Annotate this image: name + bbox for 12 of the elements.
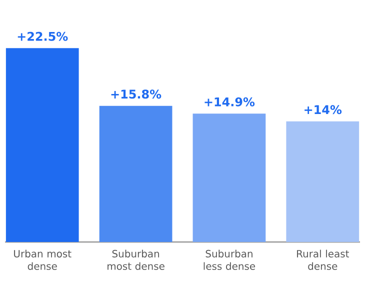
bar xyxy=(6,48,79,242)
data-label: +14.9% xyxy=(204,97,255,106)
x-tick-label: Suburban less dense xyxy=(204,250,256,270)
data-label: +15.8% xyxy=(111,90,162,99)
bar xyxy=(286,121,360,242)
bar xyxy=(99,106,172,242)
data-label: +22.5% xyxy=(18,32,68,41)
data-label: +14% xyxy=(304,105,342,114)
x-tick-label: Urban most dense xyxy=(14,250,72,270)
x-tick-label: Suburban most dense xyxy=(108,250,164,270)
bar xyxy=(192,114,266,242)
x-tick-label: Rural least dense xyxy=(297,250,349,270)
